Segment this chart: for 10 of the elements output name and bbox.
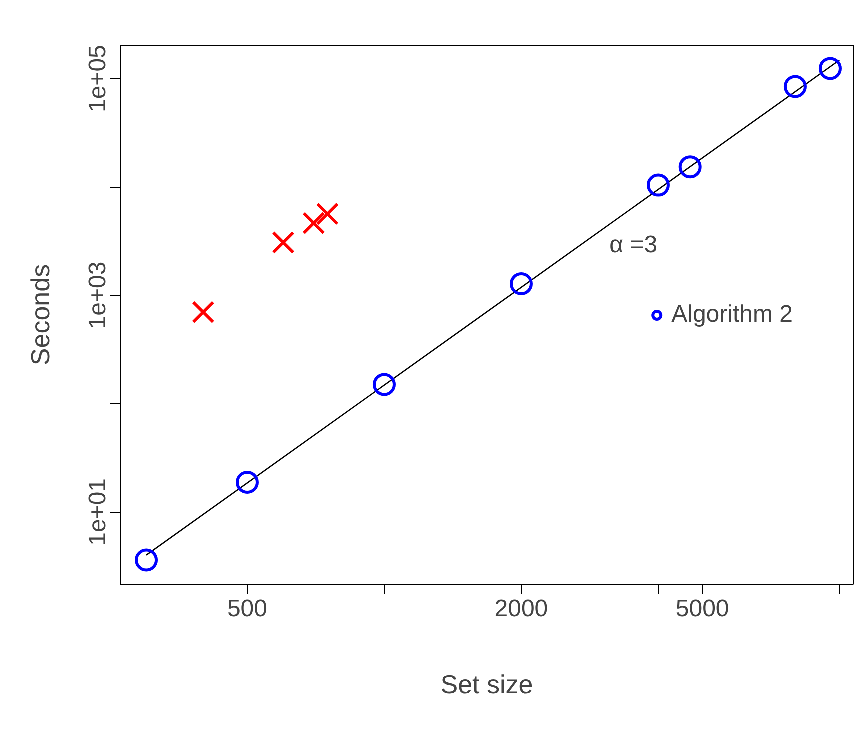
x-tick-label: 5000 [676,596,730,622]
y-tick-label: 1e+03 [84,262,112,330]
x-axis-title: Set size [440,670,534,700]
annotation: α =3 [610,231,658,258]
x-tick-label: 2000 [494,596,548,622]
x-tick-label: 500 [227,596,268,622]
y-tick-label: 1e+01 [84,478,112,546]
legend-label: Algorithm 2 [672,300,793,328]
y-tick-label: 1e+05 [84,45,112,113]
y-axis-title: Seconds [26,264,56,366]
